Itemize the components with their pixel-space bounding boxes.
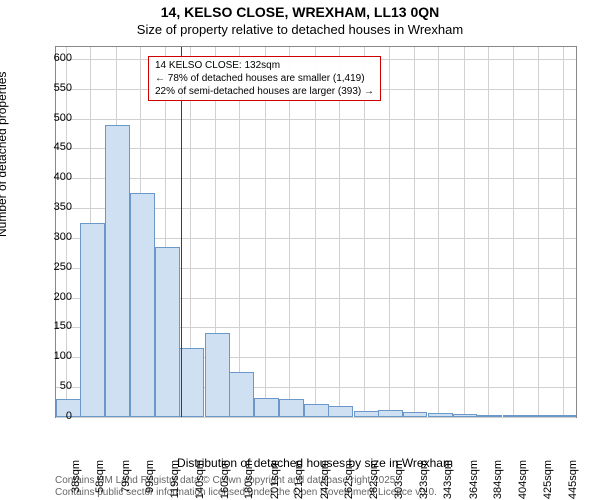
- histogram-bar: [453, 414, 478, 417]
- gridline-v: [389, 47, 390, 417]
- xtick-label: 282sqm: [368, 460, 380, 500]
- ytick-label: 550: [32, 82, 72, 94]
- histogram-bar: [527, 415, 552, 417]
- xtick-label: 242sqm: [319, 460, 331, 500]
- histogram-bar: [279, 399, 304, 417]
- xtick-label: 425sqm: [542, 460, 554, 500]
- annotation-line: ← 78% of detached houses are smaller (1,…: [155, 72, 374, 85]
- y-axis-label: Number of detached properties: [0, 72, 9, 237]
- histogram-bar: [254, 398, 279, 417]
- gridline-v: [438, 47, 439, 417]
- annotation-box: 14 KELSO CLOSE: 132sqm← 78% of detached …: [148, 56, 381, 101]
- xtick-label: 364sqm: [468, 460, 480, 500]
- gridline-h: [56, 417, 576, 418]
- ytick-label: 250: [32, 261, 72, 273]
- ytick-label: 300: [32, 231, 72, 243]
- histogram-bar: [354, 411, 379, 417]
- gridline-v: [339, 47, 340, 417]
- histogram-bar: [105, 125, 130, 417]
- xtick-label: 384sqm: [492, 460, 504, 500]
- xtick-label: 201sqm: [269, 460, 281, 500]
- xtick-label: 99sqm: [144, 460, 156, 500]
- histogram-bar: [378, 410, 403, 417]
- xtick-label: 38sqm: [70, 460, 82, 500]
- histogram-bar: [477, 415, 502, 417]
- ytick-label: 50: [32, 380, 72, 392]
- xtick-label: 160sqm: [219, 460, 231, 500]
- histogram-bar: [428, 413, 453, 417]
- gridline-v: [414, 47, 415, 417]
- ytick-label: 100: [32, 350, 72, 362]
- gridline-v: [513, 47, 514, 417]
- histogram-bar: [229, 372, 254, 417]
- histogram-bar: [130, 193, 155, 417]
- ytick-label: 200: [32, 291, 72, 303]
- histogram-bar: [403, 412, 428, 417]
- histogram-bar: [552, 415, 577, 417]
- xtick-label: 79sqm: [120, 460, 132, 500]
- gridline-h: [56, 178, 576, 179]
- histogram-bar: [304, 404, 329, 417]
- histogram-bar: [80, 223, 105, 417]
- gridline-v: [315, 47, 316, 417]
- gridline-v: [563, 47, 564, 417]
- gridline-h: [56, 148, 576, 149]
- gridline-v: [265, 47, 266, 417]
- histogram-bar: [155, 247, 180, 417]
- gridline-v: [464, 47, 465, 417]
- histogram-bar: [205, 333, 230, 417]
- chart-subtitle: Size of property relative to detached ho…: [0, 22, 600, 37]
- xtick-label: 180sqm: [243, 460, 255, 500]
- gridline-v: [239, 47, 240, 417]
- xtick-label: 262sqm: [343, 460, 355, 500]
- ytick-label: 150: [32, 320, 72, 332]
- xtick-label: 445sqm: [567, 460, 579, 500]
- gridline-v: [538, 47, 539, 417]
- histogram-bar: [179, 348, 204, 417]
- chart-title: 14, KELSO CLOSE, WREXHAM, LL13 0QN: [0, 4, 600, 20]
- ytick-label: 500: [32, 112, 72, 124]
- xtick-label: 404sqm: [517, 460, 529, 500]
- xtick-label: 323sqm: [418, 460, 430, 500]
- ytick-label: 0: [32, 410, 72, 422]
- gridline-v: [488, 47, 489, 417]
- ytick-label: 600: [32, 52, 72, 64]
- xtick-label: 303sqm: [393, 460, 405, 500]
- xtick-label: 140sqm: [194, 460, 206, 500]
- ytick-label: 400: [32, 171, 72, 183]
- annotation-line: 22% of semi-detached houses are larger (…: [155, 85, 374, 98]
- annotation-line: 14 KELSO CLOSE: 132sqm: [155, 59, 374, 72]
- plot-area: [55, 46, 577, 418]
- gridline-v: [289, 47, 290, 417]
- ytick-label: 350: [32, 201, 72, 213]
- xtick-label: 119sqm: [169, 460, 181, 500]
- xtick-label: 58sqm: [94, 460, 106, 500]
- gridline-h: [56, 119, 576, 120]
- chart-container: 14, KELSO CLOSE, WREXHAM, LL13 0QN Size …: [0, 0, 600, 500]
- ytick-label: 450: [32, 141, 72, 153]
- xtick-label: 343sqm: [442, 460, 454, 500]
- xtick-label: 221sqm: [293, 460, 305, 500]
- gridline-v: [364, 47, 365, 417]
- histogram-bar: [328, 406, 353, 417]
- histogram-bar: [503, 415, 528, 417]
- reference-line: [181, 47, 183, 417]
